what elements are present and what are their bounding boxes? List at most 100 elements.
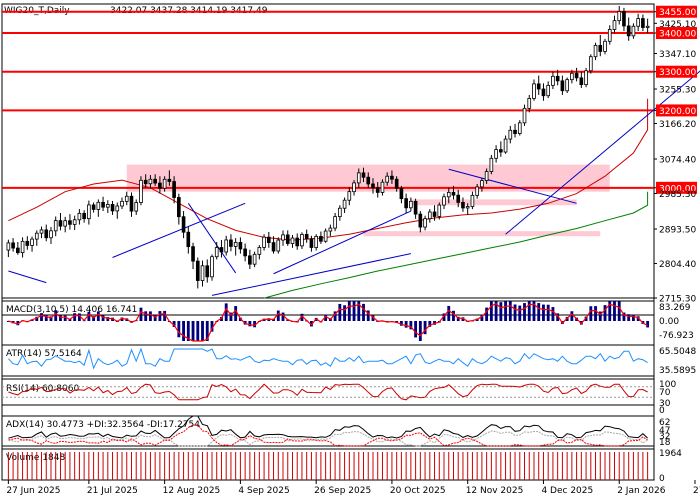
price-tick-label: 3074.40 (659, 156, 696, 166)
candle-body (153, 178, 157, 184)
candle-body (390, 175, 394, 180)
candle-body (134, 202, 139, 212)
candle-body (366, 176, 371, 185)
macd-bar (570, 311, 574, 321)
indicator-tick-label: 70 (659, 388, 671, 398)
macd-bar (461, 317, 465, 321)
macd-bar (480, 314, 484, 321)
adx-main-line (8, 415, 648, 439)
candle-body (598, 45, 603, 52)
trendline (8, 270, 47, 284)
indicator-label: Volume 1848 (6, 453, 66, 463)
candle-body (555, 75, 560, 82)
macd-bar (613, 301, 616, 321)
indicator-tick-label: 30 (659, 399, 671, 409)
candle-body (124, 195, 129, 202)
indicator-tick-label: 62 (659, 418, 670, 428)
macd-bar (92, 316, 96, 321)
candle-body (172, 181, 176, 198)
macd-bar (191, 321, 195, 341)
trendline (187, 203, 237, 274)
candle-body (641, 18, 645, 28)
indicator-tick-label: 83.269 (659, 303, 691, 313)
candle-body (612, 20, 617, 30)
price-tick-label: 2715.30 (659, 295, 696, 305)
macd-bar (158, 311, 162, 321)
ma-slow-line (263, 191, 649, 299)
candle-body (475, 186, 479, 196)
macd-bar (229, 312, 233, 321)
date-label: 20 Oct 2025 (390, 486, 446, 496)
date-label: 2 Jan 2026 (617, 486, 665, 496)
candle-body (494, 149, 498, 159)
macd-bar (433, 321, 436, 325)
level-price-label-bg (656, 104, 697, 117)
macd-bar (234, 306, 238, 321)
macd-bar (77, 313, 81, 321)
macd-bar (357, 301, 361, 321)
macd-bar (603, 305, 607, 321)
date-label: 4 Sep 2025 (238, 486, 289, 496)
macd-bar (371, 315, 375, 321)
macd-bar (120, 317, 124, 321)
indicator-tick-label: -76.923 (659, 331, 694, 341)
candle-body (110, 204, 115, 212)
candle-body (603, 40, 607, 52)
macd-bar (499, 302, 503, 321)
macd-bar (16, 321, 20, 326)
candle-body (560, 80, 565, 92)
candle-body (517, 122, 522, 134)
macd-bar (546, 304, 550, 321)
level-price-label-bg (656, 27, 697, 40)
macd-bar (518, 305, 522, 321)
macd-bar (196, 321, 200, 341)
macd-bar (101, 315, 105, 321)
candle-body (16, 247, 20, 254)
macd-bar (485, 307, 489, 321)
date-label: 27 Jan 2026 (693, 486, 700, 496)
macd-bar (253, 321, 257, 328)
candle-body (129, 195, 134, 212)
candle-body (404, 198, 408, 209)
candle-body (565, 79, 569, 92)
macd-bar (399, 321, 403, 326)
date-label: 27 Jun 2025 (6, 486, 60, 496)
candle-body (214, 247, 219, 258)
candle-body (290, 237, 295, 244)
macd-bar (489, 301, 493, 321)
macd-bar (636, 316, 640, 321)
macd-bar (201, 321, 204, 341)
candle-body (266, 236, 271, 244)
candle-body (39, 229, 44, 234)
candle-body (470, 194, 475, 207)
macd-bar (63, 315, 67, 321)
candle-body (20, 240, 25, 254)
adx-minus-di-line (8, 423, 648, 447)
macd-signal-line (8, 302, 648, 342)
macd-bar (144, 311, 148, 321)
macd-bar (428, 321, 432, 327)
candle-body (34, 232, 39, 240)
macd-bar (139, 307, 143, 321)
indicator-label: ATR(14) 57.5164 (6, 349, 82, 359)
candle-body (437, 204, 442, 217)
date-label: 21 Jul 2025 (87, 486, 138, 496)
candle-body (631, 25, 636, 37)
indicator-tick-label: 32 (659, 432, 670, 442)
candle-body (551, 75, 555, 86)
candle-body (181, 216, 186, 233)
candle-body (570, 72, 574, 81)
macd-bar (404, 321, 408, 328)
macd-bar (54, 310, 58, 321)
candle-body (285, 234, 290, 244)
indicator-tick-label: 1964 (659, 449, 682, 459)
macd-bar (149, 311, 152, 321)
macd-bar (414, 321, 418, 338)
candle-body (546, 84, 551, 97)
candle-body (636, 18, 640, 27)
panel-borders (1, 3, 655, 481)
macd-bar (338, 303, 342, 321)
price-tick-label: 2893.50 (659, 226, 696, 236)
candle-body (607, 29, 612, 42)
candle-body (323, 230, 328, 242)
